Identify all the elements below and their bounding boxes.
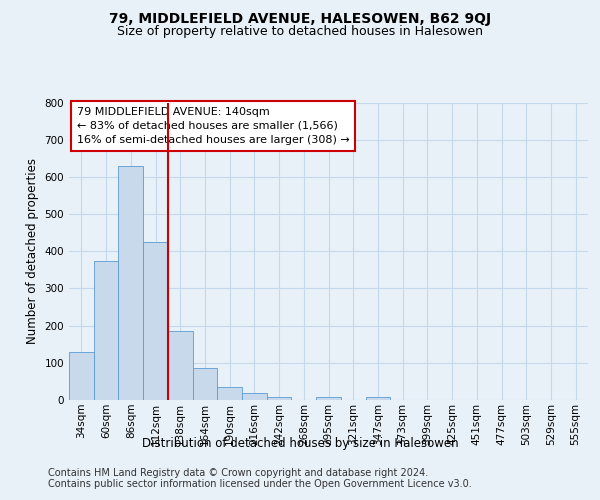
- Bar: [94, 260, 118, 400]
- Bar: [193, 368, 217, 400]
- Bar: [118, 166, 143, 400]
- Bar: [267, 397, 292, 400]
- Text: 79, MIDDLEFIELD AVENUE, HALESOWEN, B62 9QJ: 79, MIDDLEFIELD AVENUE, HALESOWEN, B62 9…: [109, 12, 491, 26]
- Bar: [168, 331, 193, 400]
- Text: 79 MIDDLEFIELD AVENUE: 140sqm
← 83% of detached houses are smaller (1,566)
16% o: 79 MIDDLEFIELD AVENUE: 140sqm ← 83% of d…: [77, 107, 350, 145]
- Bar: [242, 394, 267, 400]
- Text: Contains HM Land Registry data © Crown copyright and database right 2024.
Contai: Contains HM Land Registry data © Crown c…: [48, 468, 472, 489]
- Bar: [69, 352, 94, 400]
- Text: Size of property relative to detached houses in Halesowen: Size of property relative to detached ho…: [117, 25, 483, 38]
- Text: Distribution of detached houses by size in Halesowen: Distribution of detached houses by size …: [142, 438, 458, 450]
- Bar: [143, 242, 168, 400]
- Y-axis label: Number of detached properties: Number of detached properties: [26, 158, 39, 344]
- Bar: [316, 398, 341, 400]
- Bar: [217, 387, 242, 400]
- Bar: [365, 397, 390, 400]
